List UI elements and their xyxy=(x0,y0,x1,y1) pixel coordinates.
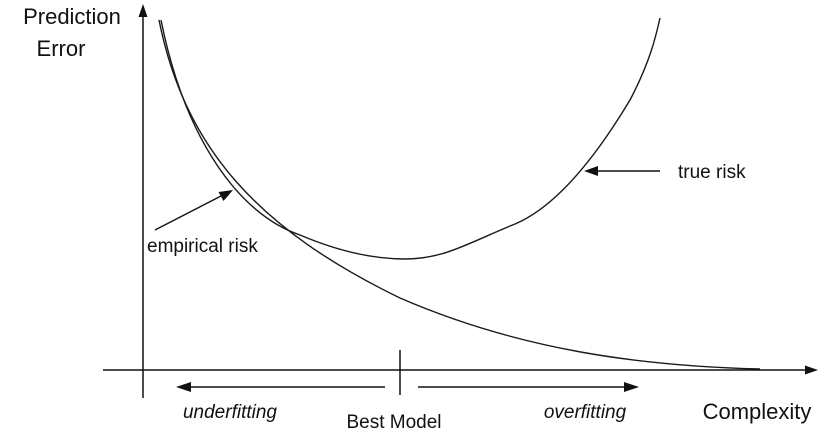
y-axis-arrowhead xyxy=(138,4,148,17)
y-axis-label-line2: Error xyxy=(37,36,86,61)
true-risk-label: true risk xyxy=(678,162,746,183)
x-axis-arrowhead xyxy=(805,365,818,375)
overfitting-label: overfitting xyxy=(544,402,627,423)
best-model-label: Best Model xyxy=(346,412,441,433)
x-axis xyxy=(103,365,818,375)
y-axis-label-line1: Prediction xyxy=(23,4,121,29)
true-risk-pointer xyxy=(584,166,660,176)
true-risk-curve xyxy=(160,17,661,260)
x-axis-label: Complexity xyxy=(703,399,812,424)
underfitting-arrow xyxy=(176,382,385,392)
overfitting-arrow xyxy=(418,382,639,392)
y-axis xyxy=(138,4,148,398)
underfitting-label: underfitting xyxy=(183,402,277,423)
empirical-risk-curve xyxy=(158,19,761,370)
empirical-risk-pointer xyxy=(154,190,233,231)
empirical-risk-label: empirical risk xyxy=(147,236,258,257)
